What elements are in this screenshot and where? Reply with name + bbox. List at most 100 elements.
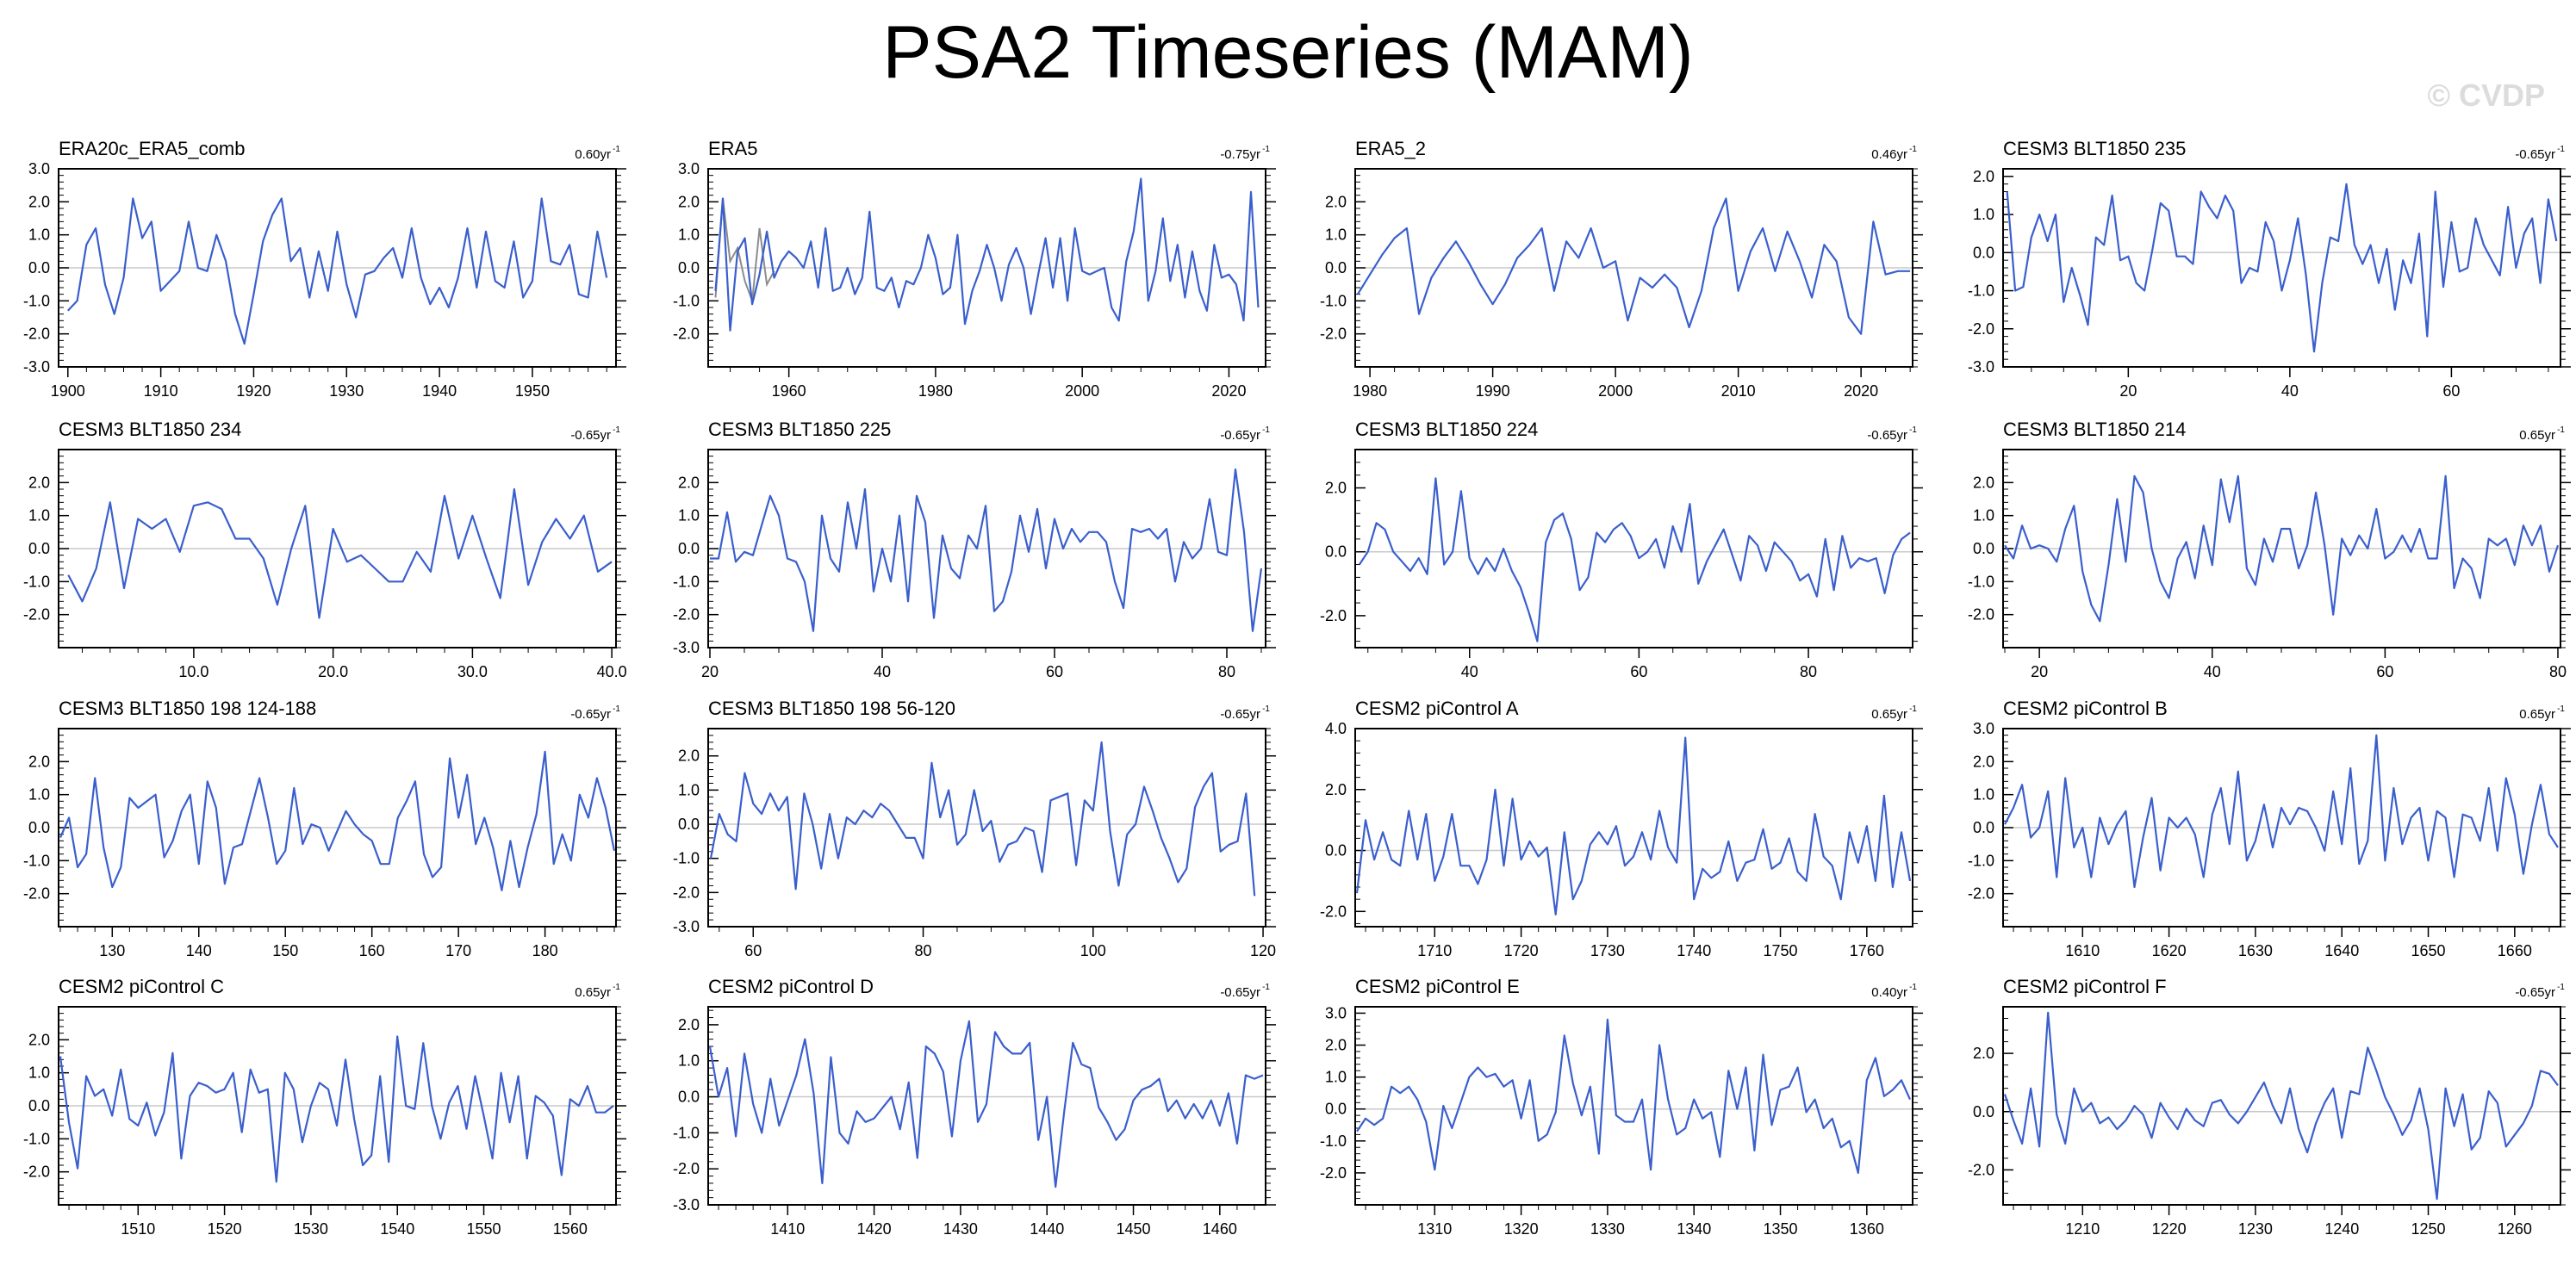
y-tick-label: -2.0: [1968, 885, 1994, 903]
plot-frame: [1354, 728, 1913, 928]
x-tick-label: 80: [915, 942, 932, 959]
y-tick-label: -2.0: [673, 606, 700, 624]
y-tick-label: 2.0: [678, 474, 700, 491]
trend-exponent: -1: [613, 983, 620, 992]
y-tick-label: -2.0: [1320, 903, 1347, 920]
y-tick-label: 0.0: [28, 259, 50, 276]
y-tick-label: -1.0: [1968, 282, 1994, 300]
plot-frame: [2002, 1006, 2561, 1206]
panel-title: CESM3 BLT1850 234: [59, 419, 241, 440]
trend-label: -0.65yr: [1220, 428, 1260, 443]
y-tick-label: 2.0: [1973, 1045, 1994, 1062]
series-line: [709, 741, 1256, 897]
x-tick-label: 1900: [51, 382, 85, 400]
y-tick-label: -2.0: [1968, 1161, 1994, 1178]
trend-label: -0.75yr: [1220, 147, 1260, 162]
y-tick-label: 0.0: [28, 540, 50, 557]
x-tick-label: 40: [2204, 663, 2221, 680]
panel-title: CESM3 BLT1850 214: [2003, 419, 2186, 440]
x-tick-label: 60: [744, 942, 762, 959]
y-tick-label: 0.0: [678, 259, 700, 276]
plot-frame: [1354, 1006, 1913, 1206]
panel-title: CESM3 BLT1850 224: [1355, 419, 1538, 440]
panel-title: CESM2 piControl B: [2003, 698, 2168, 719]
trend-exponent: -1: [1262, 425, 1270, 435]
y-tick-label: -2.0: [1320, 326, 1347, 343]
y-tick-label: 0.0: [1973, 540, 1994, 557]
trend-label: -0.65yr: [1220, 985, 1260, 1000]
y-tick-label: -2.0: [23, 606, 50, 624]
x-tick-label: 20: [701, 663, 719, 680]
trend-label: -0.65yr: [1867, 428, 1907, 443]
x-tick-label: 100: [1080, 942, 1106, 959]
y-tick-label: -2.0: [1968, 606, 1994, 624]
x-tick-label: 1630: [2238, 942, 2273, 959]
x-tick-label: 1650: [2411, 942, 2446, 959]
y-tick-label: 2.0: [1325, 193, 1347, 210]
trend-label: -0.65yr: [570, 428, 611, 443]
trend-exponent: -1: [1262, 145, 1270, 154]
y-tick-label: -2.0: [1968, 320, 1994, 338]
x-tick-label: 20.0: [318, 663, 348, 680]
x-tick-label: 1730: [1590, 942, 1625, 959]
plot-frame: [58, 1006, 617, 1206]
y-tick-label: 2.0: [1325, 480, 1347, 497]
y-tick-label: 1.0: [678, 781, 700, 798]
y-tick-label: 1.0: [1973, 786, 1994, 804]
trend-exponent: -1: [2557, 425, 2565, 435]
panel-title: CESM2 piControl D: [708, 976, 874, 997]
y-tick-label: -1.0: [1968, 852, 1994, 869]
panel-title: CESM2 piControl E: [1355, 976, 1520, 997]
y-tick-label: 1.0: [678, 1052, 700, 1070]
series-line-overlap: [714, 198, 775, 301]
x-tick-label: 2020: [1844, 382, 1878, 400]
y-tick-label: -1.0: [23, 1130, 50, 1147]
x-tick-label: 40: [1461, 663, 1478, 680]
x-tick-label: 1660: [2498, 942, 2532, 959]
x-tick-label: 60: [1046, 663, 1063, 680]
trend-exponent: -1: [1909, 704, 1917, 714]
plot-frame: [2002, 728, 2561, 928]
plot-frame: [58, 168, 617, 368]
x-tick-label: 1640: [2324, 942, 2359, 959]
x-tick-label: 30.0: [457, 663, 488, 680]
y-tick-label: 0.0: [1973, 244, 1994, 261]
x-tick-label: 1240: [2324, 1220, 2359, 1238]
x-tick-label: 1530: [294, 1220, 328, 1238]
x-tick-label: 1450: [1117, 1220, 1151, 1238]
x-tick-label: 1220: [2152, 1220, 2187, 1238]
x-tick-label: 1720: [1504, 942, 1539, 959]
y-tick-label: -2.0: [1320, 1164, 1347, 1182]
series-line: [1355, 736, 1912, 915]
y-tick-label: 2.0: [1325, 1037, 1347, 1054]
chart-panel: CESM3 BLT1850 198 56-120 -0.65yr -1 -3.0 -2.…: [673, 698, 1276, 959]
y-tick-label: 1.0: [28, 786, 50, 804]
y-tick-label: -2.0: [673, 1160, 700, 1177]
y-tick-label: 3.0: [678, 160, 700, 177]
series-line: [1356, 1018, 1912, 1175]
trend-exponent: -1: [2557, 983, 2565, 992]
y-tick-label: 3.0: [1973, 720, 1994, 737]
y-tick-label: -2.0: [23, 1164, 50, 1181]
x-tick-label: 1950: [515, 382, 550, 400]
trend-label: 0.65yr: [575, 985, 611, 1000]
y-tick-label: 2.0: [678, 193, 700, 210]
x-tick-label: 2020: [1211, 382, 1246, 400]
y-tick-label: 2.0: [1973, 474, 1994, 491]
x-tick-label: 1980: [1353, 382, 1387, 400]
y-tick-label: -3.0: [23, 358, 50, 375]
chart-panel: CESM2 piControl B 0.65yr -1 -2.0 -1.0 0.0 1.0 2…: [1968, 698, 2571, 959]
x-tick-label: 1420: [857, 1220, 892, 1238]
x-tick-label: 1320: [1504, 1220, 1539, 1238]
plot-frame: [58, 449, 617, 649]
x-tick-label: 80: [1218, 663, 1235, 680]
x-tick-label: 60: [1630, 663, 1647, 680]
y-tick-label: -1.0: [23, 852, 50, 869]
x-tick-label: 40: [2281, 382, 2299, 400]
y-tick-label: 1.0: [28, 507, 50, 524]
x-tick-label: 1410: [770, 1220, 805, 1238]
trend-exponent: -1: [1909, 983, 1917, 992]
x-tick-label: 1740: [1677, 942, 1711, 959]
x-tick-label: 1260: [2498, 1220, 2532, 1238]
